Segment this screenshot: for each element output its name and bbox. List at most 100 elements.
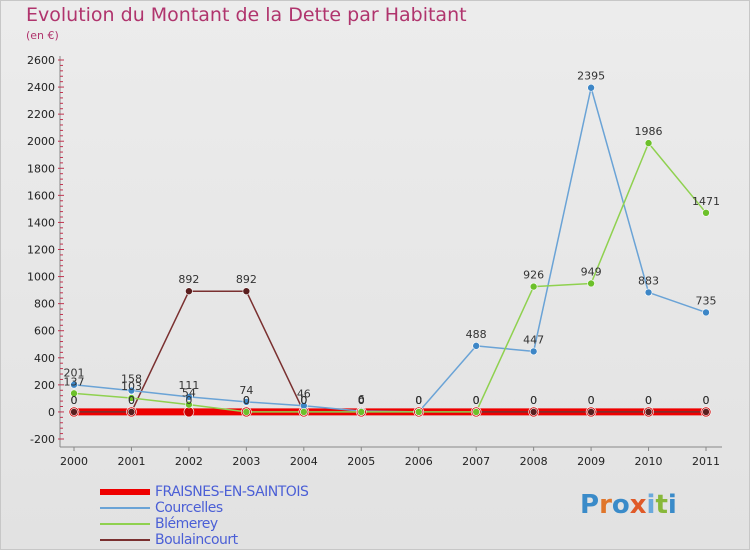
data-point — [70, 380, 78, 389]
data-point — [702, 209, 710, 217]
x-tick-label: 2011 — [692, 455, 720, 468]
data-label: 54 — [182, 387, 196, 400]
data-label: 1471 — [692, 195, 720, 208]
data-point — [242, 398, 251, 406]
data-label: 0 — [243, 394, 250, 407]
data-point — [127, 408, 136, 416]
data-point — [127, 386, 136, 395]
data-label: 0 — [185, 394, 192, 407]
data-point — [472, 342, 480, 350]
data-label: 0 — [71, 394, 78, 407]
data-point — [414, 408, 423, 416]
data-label: 0 — [71, 394, 78, 407]
data-point — [644, 408, 653, 416]
x-tick-label: 2003 — [232, 455, 260, 468]
logo-letter: o — [611, 490, 630, 520]
data-label: 883 — [638, 274, 659, 287]
y-tick-label: 400 — [34, 352, 55, 365]
series-line-boulaincourt — [74, 290, 706, 413]
y-tick-label: 2200 — [27, 108, 55, 121]
y-tick-label: 1600 — [27, 189, 55, 202]
data-point — [529, 282, 538, 291]
data-label: 0 — [358, 394, 365, 407]
y-tick-label: 800 — [34, 298, 55, 311]
data-point — [587, 408, 595, 416]
data-point — [702, 308, 710, 317]
data-point — [127, 394, 136, 402]
chart-subtitle: (en €) — [26, 29, 59, 42]
data-label: 0 — [588, 394, 595, 407]
data-label: 0 — [703, 394, 710, 407]
data-point — [185, 287, 193, 295]
data-label: 103 — [121, 380, 142, 393]
data-point — [242, 287, 251, 295]
x-tick-label: 2007 — [462, 455, 490, 468]
data-point — [702, 408, 710, 416]
legend-swatch-fraisnes — [100, 489, 150, 495]
logo-letter: t — [655, 490, 668, 520]
data-label: 0 — [300, 394, 307, 407]
data-point — [529, 408, 538, 416]
data-label: 46 — [297, 388, 311, 401]
y-tick-label: 1400 — [27, 216, 55, 229]
data-label: 0 — [128, 394, 135, 407]
data-label: 1986 — [635, 125, 663, 138]
data-point — [183, 406, 195, 418]
chart-title: Evolution du Montant de la Dette par Hab… — [26, 4, 467, 26]
data-point — [587, 83, 595, 92]
data-label: 0 — [358, 394, 365, 407]
data-label: 488 — [466, 328, 487, 341]
x-tick-label: 2005 — [347, 455, 375, 468]
data-point — [472, 408, 480, 416]
data-label: 0 — [473, 394, 480, 407]
proxiti-logo: Proxiti — [580, 490, 677, 520]
data-label: 0 — [473, 394, 480, 407]
y-tick-label: 1200 — [27, 244, 55, 257]
data-label: 735 — [696, 294, 717, 307]
y-tick-label: -200 — [30, 433, 55, 446]
data-label: 0 — [415, 394, 422, 407]
data-point — [70, 408, 78, 416]
data-point — [185, 393, 193, 401]
data-point — [70, 389, 78, 398]
x-tick-label: 2002 — [175, 455, 203, 468]
logo-letter: i — [646, 490, 656, 520]
series-line-blmerey — [73, 142, 707, 413]
data-label: 0 — [415, 394, 422, 407]
data-label: 0 — [300, 394, 307, 407]
data-point — [529, 347, 538, 356]
data-label: 0 — [415, 394, 422, 407]
legend-label-boulaincourt: Boulaincourt — [155, 532, 238, 548]
data-point — [300, 408, 308, 416]
data-label: 6 — [358, 393, 365, 406]
series-line-courcelles — [73, 86, 707, 413]
data-point — [644, 139, 653, 147]
data-label: 0 — [645, 394, 652, 407]
x-tick-label: 2000 — [60, 455, 88, 468]
y-tick-label: 200 — [34, 379, 55, 392]
data-label: 926 — [523, 269, 544, 282]
data-point — [357, 408, 366, 416]
x-tick-label: 2010 — [635, 455, 663, 468]
data-label: 158 — [121, 373, 142, 386]
data-label: 74 — [239, 384, 253, 397]
data-label: 0 — [358, 394, 365, 407]
data-label: 0 — [530, 394, 537, 407]
data-point — [185, 400, 193, 409]
data-label: 0 — [530, 394, 537, 407]
y-tick-label: 0 — [48, 406, 55, 419]
data-label: 0 — [243, 394, 250, 407]
y-tick-label: 1800 — [27, 162, 55, 175]
data-label: 949 — [581, 265, 602, 278]
data-label: 0 — [645, 394, 652, 407]
logo-letter: P — [580, 490, 600, 520]
y-tick-label: 2400 — [27, 81, 55, 94]
data-label: 0 — [473, 394, 480, 407]
data-label: 201 — [64, 367, 85, 380]
y-tick-label: 2000 — [27, 135, 55, 148]
data-label: 137 — [64, 375, 85, 388]
data-point — [644, 288, 653, 297]
data-point — [242, 408, 251, 416]
legend-label-fraisnes: FRAISNES-EN-SAINTOIS — [155, 484, 309, 500]
